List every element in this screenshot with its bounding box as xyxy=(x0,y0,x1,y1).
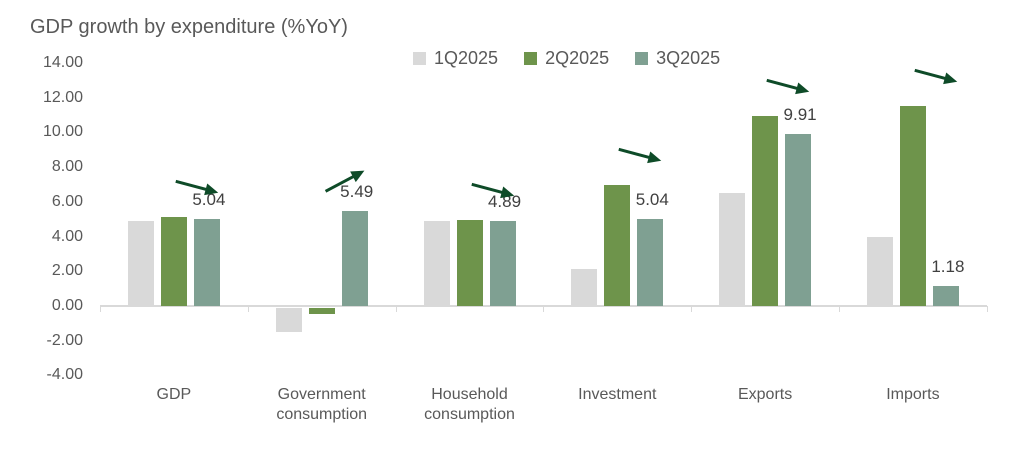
trend-arrow-up-icon xyxy=(321,163,369,199)
data-label: 1.18 xyxy=(931,256,965,276)
bar-3q2025 xyxy=(341,210,368,306)
trend-arrow-down-icon xyxy=(173,173,222,200)
y-axis-tick-label: 6.00 xyxy=(51,192,83,210)
bar-3q2025 xyxy=(932,285,959,306)
bar-1q2025 xyxy=(423,221,450,306)
bar-2q2025 xyxy=(899,106,926,306)
data-label: 9.91 xyxy=(783,104,817,124)
bar-1q2025 xyxy=(127,221,154,306)
y-axis-tick-label: 4.00 xyxy=(51,227,83,245)
x-axis-tick xyxy=(839,306,840,312)
y-axis-tick-label: 14.00 xyxy=(42,53,83,71)
legend-item-3q2025: 3Q2025 xyxy=(635,48,720,69)
y-axis-tick-label: 8.00 xyxy=(51,158,83,176)
y-axis-tick-label: 0.00 xyxy=(51,297,83,314)
y-axis-tick-label: -4.00 xyxy=(46,366,83,384)
y-axis-tick-label: 12.00 xyxy=(42,88,83,106)
bar-3q2025 xyxy=(637,218,664,306)
x-axis-category-label: Government consumption xyxy=(276,386,368,423)
trend-arrow-down-icon xyxy=(912,63,961,90)
legend-label: 1Q2025 xyxy=(434,48,499,68)
bar-2q2025 xyxy=(160,217,187,306)
data-label: 4.89 xyxy=(487,192,522,212)
legend-item-1q2025: 1Q2025 xyxy=(413,48,498,69)
x-axis-category-label: Imports xyxy=(886,386,940,403)
x-axis-tick xyxy=(247,306,249,312)
bar-1q2025 xyxy=(719,193,746,306)
x-axis-tick xyxy=(543,306,545,312)
bar-3q2025 xyxy=(193,218,220,306)
legend-label: 2Q2025 xyxy=(545,48,610,68)
bar-1q2025 xyxy=(866,237,893,306)
trend-arrow-down-icon xyxy=(616,141,665,168)
x-axis-tick xyxy=(986,306,988,312)
bar-1q2025 xyxy=(275,308,302,332)
x-axis-tick xyxy=(691,306,693,312)
y-axis-tick-label: 2.00 xyxy=(51,262,83,280)
y-axis-tick-label: -2.00 xyxy=(46,331,83,349)
legend-swatch-icon xyxy=(524,52,538,65)
bar-3q2025 xyxy=(489,221,516,306)
y-axis-tick-label: 10.00 xyxy=(42,123,83,141)
data-label: 5.49 xyxy=(340,181,374,201)
bar-2q2025 xyxy=(752,115,779,306)
legend: 1Q2025 2Q2025 3Q2025 xyxy=(413,48,720,69)
x-axis-tick xyxy=(100,306,101,312)
trend-arrow-down-icon xyxy=(764,72,813,99)
trend-arrow-down-icon xyxy=(468,176,517,203)
legend-item-2q2025: 2Q2025 xyxy=(524,48,609,69)
x-axis-category-label: Exports xyxy=(737,386,793,403)
x-axis-category-label: GDP xyxy=(156,386,192,403)
x-axis-category-label: Investment xyxy=(578,386,657,403)
bar-2q2025 xyxy=(604,184,631,306)
bar-2q2025 xyxy=(308,308,335,314)
legend-swatch-icon xyxy=(635,52,649,65)
data-label: 5.04 xyxy=(635,189,669,209)
legend-label: 3Q2025 xyxy=(656,48,721,68)
bar-3q2025 xyxy=(785,133,812,306)
bar-2q2025 xyxy=(456,219,483,306)
legend-swatch-icon xyxy=(413,52,426,65)
data-label: 5.04 xyxy=(192,189,226,209)
chart-title: GDP growth by expenditure (%YoY) xyxy=(30,16,348,38)
x-axis-tick xyxy=(395,306,397,312)
x-axis-category-label: Household consumption xyxy=(424,386,515,423)
bar-1q2025 xyxy=(571,269,598,306)
